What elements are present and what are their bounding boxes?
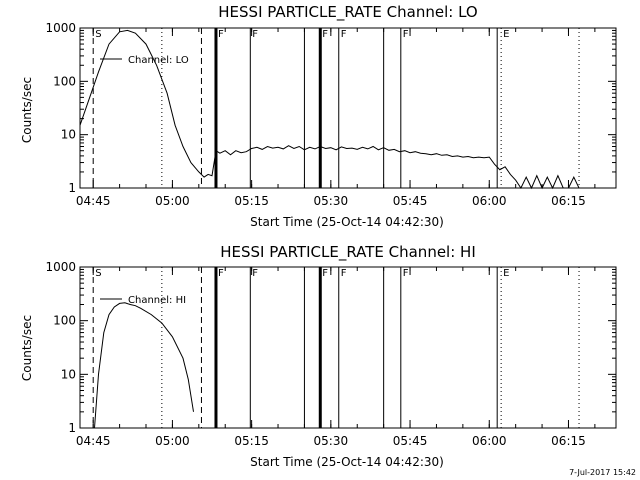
event-marker-label: S — [95, 268, 101, 279]
event-marker-label: F — [341, 268, 347, 279]
x-tick-label: 05:15 — [234, 194, 269, 208]
y-tick-label: 1 — [68, 421, 76, 435]
event-marker-label: F — [403, 29, 409, 40]
y-axis-label: Counts/sec — [20, 77, 34, 143]
x-tick-label: 05:30 — [314, 194, 349, 208]
event-marker-label: E — [503, 268, 509, 279]
series-line — [79, 29, 585, 190]
chart-panel-hi: HESSI PARTICLE_RATE Channel: HI Counts/s… — [20, 243, 617, 469]
event-marker-label: F — [252, 29, 258, 40]
x-tick-label: 06:15 — [551, 434, 586, 448]
y-tick-label: 100 — [53, 74, 76, 88]
y-tick-label: 1 — [68, 181, 76, 195]
chart-panel-lo: HESSI PARTICLE_RATE Channel: LO Counts/s… — [20, 3, 617, 229]
event-marker-label: E — [503, 29, 509, 40]
y-tick-label: 1000 — [45, 21, 76, 35]
series-line — [94, 302, 194, 429]
y-tick-label: 10 — [61, 128, 76, 142]
footer-timestamp: 7-Jul-2017 15:42 — [569, 468, 636, 477]
event-marker-label: F — [218, 268, 224, 279]
y-tick-label: 1000 — [45, 260, 76, 274]
event-marker-label: F — [252, 268, 258, 279]
x-tick-label: 06:15 — [551, 194, 586, 208]
x-tick-label: 05:45 — [393, 194, 428, 208]
plot-frame — [79, 27, 617, 189]
event-marker-label: S — [95, 29, 101, 40]
chart-title: HESSI PARTICLE_RATE Channel: HI — [220, 243, 476, 262]
event-marker-label: F — [322, 268, 328, 279]
x-tick-label: 05:00 — [155, 194, 190, 208]
y-tick-label: 100 — [53, 314, 76, 328]
plot-frame — [79, 266, 617, 429]
event-marker-label: F — [218, 29, 224, 40]
legend-label: Channel: HI — [128, 295, 186, 306]
x-tick-label: 05:30 — [314, 434, 349, 448]
x-tick-label: 05:45 — [393, 434, 428, 448]
x-tick-label: 05:15 — [234, 434, 269, 448]
legend-label: Channel: LO — [128, 55, 189, 66]
y-axis-label: Counts/sec — [20, 315, 34, 381]
chart-title: HESSI PARTICLE_RATE Channel: LO — [218, 3, 477, 22]
event-marker-label: F — [403, 268, 409, 279]
x-tick-label: 04:45 — [76, 194, 111, 208]
x-tick-label: 06:00 — [472, 194, 507, 208]
y-tick-label: 10 — [61, 367, 76, 381]
x-axis-label: Start Time (25-Oct-14 04:42:30) — [250, 215, 444, 229]
event-marker-label: F — [322, 29, 328, 40]
x-tick-label: 04:45 — [76, 434, 111, 448]
x-tick-label: 05:00 — [155, 434, 190, 448]
event-marker-label: F — [341, 29, 347, 40]
x-axis-label: Start Time (25-Oct-14 04:42:30) — [250, 455, 444, 469]
x-tick-label: 06:00 — [472, 434, 507, 448]
